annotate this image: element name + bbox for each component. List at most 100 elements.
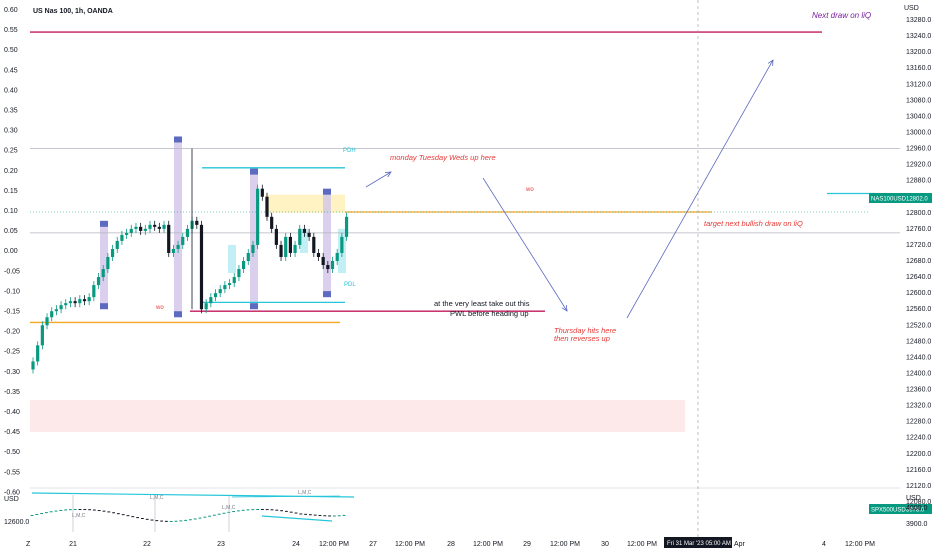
candle-body bbox=[162, 224, 166, 229]
x-axis-tick: 21 bbox=[69, 541, 77, 548]
apr-label: Apr bbox=[734, 541, 746, 548]
sub-candle bbox=[102, 510, 106, 512]
right-axis-tick: 13080.0 bbox=[906, 97, 931, 104]
x-axis-tick: 28 bbox=[447, 541, 455, 548]
sub-candle bbox=[73, 509, 77, 511]
right-axis-tick: 12720.0 bbox=[906, 242, 931, 249]
left-axis-tick: 0.15 bbox=[4, 188, 18, 195]
candle-body bbox=[340, 236, 344, 253]
session-zone bbox=[174, 136, 182, 318]
right-axis-tick: 12760.0 bbox=[906, 226, 931, 233]
left-axis-tick: 0.35 bbox=[4, 108, 18, 115]
sub-candle bbox=[30, 515, 34, 516]
sub-candle bbox=[117, 513, 120, 515]
candle-body bbox=[167, 224, 171, 253]
sub-candle bbox=[107, 511, 111, 513]
sub-candle bbox=[141, 518, 144, 520]
sub-candle bbox=[217, 513, 221, 515]
candle-body bbox=[92, 285, 96, 298]
arrow-down bbox=[482, 177, 568, 312]
x-axis-tick: 12:00 PM bbox=[395, 541, 425, 548]
arrow-up-big bbox=[626, 59, 774, 319]
sub-candle bbox=[145, 518, 149, 520]
zones-layer bbox=[30, 136, 685, 432]
candle-body bbox=[139, 226, 143, 231]
candle-body bbox=[101, 269, 105, 278]
crosshair-time-badge-bg bbox=[664, 537, 732, 548]
right-axis-tick: 12480.0 bbox=[906, 338, 931, 345]
arrow-up-small-head bbox=[384, 171, 392, 178]
chart-title: US Nas 100, 1h, OANDA bbox=[33, 8, 113, 15]
candle-body bbox=[125, 232, 129, 235]
sub-candle bbox=[285, 510, 288, 512]
sub-candle bbox=[78, 509, 82, 511]
candle-body bbox=[246, 252, 250, 261]
sub-left-tick: 12600.0 bbox=[4, 519, 29, 526]
sub-candle bbox=[299, 513, 303, 515]
yellow-zone bbox=[265, 194, 345, 213]
right-axis-tick: 13240.0 bbox=[906, 33, 931, 40]
candle-body bbox=[293, 244, 297, 253]
x-axis-tick: 22 bbox=[143, 541, 151, 548]
right-axis-tick: 12680.0 bbox=[906, 258, 931, 265]
candle-body bbox=[40, 325, 44, 346]
sub-candle bbox=[179, 520, 183, 522]
candle-body bbox=[176, 244, 180, 249]
sub-candle bbox=[237, 510, 240, 512]
wo-left-label: wo bbox=[155, 305, 164, 311]
left-axis-tick: -0.15 bbox=[4, 309, 20, 316]
left-axis-tick: -0.40 bbox=[4, 409, 20, 416]
sub-candle bbox=[246, 509, 250, 511]
usd-unit-label: USD bbox=[904, 5, 919, 12]
candle-body bbox=[284, 236, 288, 257]
spx500-price-badge: 3978.0 bbox=[906, 508, 925, 514]
sub-candle bbox=[280, 510, 283, 512]
nas100-symbol-badge: NAS100USD bbox=[871, 197, 907, 203]
candle-body bbox=[344, 216, 349, 237]
right-axis-tick: 13000.0 bbox=[906, 129, 931, 136]
sub-marker-3: L,M,C bbox=[222, 505, 236, 511]
candle-body bbox=[256, 188, 260, 245]
sub-candle bbox=[337, 515, 341, 517]
right-axis-tick: 12640.0 bbox=[906, 274, 931, 281]
sub-candle bbox=[333, 515, 336, 517]
candle-body bbox=[279, 244, 283, 257]
next-draw-annotation: Next draw on liQ bbox=[812, 11, 871, 20]
sub-candle bbox=[261, 509, 264, 511]
arrow-up-big-head bbox=[767, 59, 774, 67]
x-axis-tick: 12:00 PM bbox=[319, 541, 349, 548]
right-axis-tick: 12400.0 bbox=[906, 370, 931, 377]
sub-candle bbox=[150, 519, 154, 521]
sub-teal-bottom bbox=[261, 515, 333, 522]
sub-candle bbox=[318, 514, 322, 516]
sub-candle bbox=[342, 514, 346, 516]
left-axis-tick: 0.25 bbox=[4, 148, 18, 155]
fvg-zone bbox=[300, 228, 308, 253]
right-axis-tick: 12520.0 bbox=[906, 322, 931, 329]
left-axis-tick: 0.10 bbox=[4, 208, 18, 215]
sub-right-tick-3900: 3900.0 bbox=[906, 521, 928, 528]
sub-candle bbox=[160, 520, 163, 522]
spx500-symbol-badge: SPX500USD bbox=[871, 508, 906, 514]
candle-body bbox=[312, 236, 316, 253]
sub-marker-1: L,M,C bbox=[72, 513, 86, 519]
candle-body bbox=[209, 297, 213, 304]
right-axis-tick: 12280.0 bbox=[906, 419, 931, 426]
right-axis-tick: 12120.0 bbox=[906, 483, 931, 490]
candle-body bbox=[59, 305, 63, 310]
session-zone bbox=[100, 220, 108, 310]
sub-candle bbox=[294, 512, 298, 514]
mtw-annotation: monday Tuesday Weds up here bbox=[390, 153, 496, 162]
pwl-annotation-line1: at the very least take out this bbox=[434, 299, 530, 308]
sub-candle bbox=[208, 515, 211, 517]
sub-candle bbox=[35, 514, 39, 516]
session-zone-cap bbox=[250, 168, 258, 175]
candle-body bbox=[120, 234, 124, 241]
arrows-layer bbox=[365, 59, 774, 319]
pdl-label: PDL bbox=[344, 282, 356, 288]
x-axis-tick: 27 bbox=[369, 541, 377, 548]
candle-body bbox=[106, 256, 110, 270]
pwl-annotation-line2: PWL before heading up bbox=[450, 309, 529, 318]
arrow-up-small bbox=[365, 171, 392, 188]
